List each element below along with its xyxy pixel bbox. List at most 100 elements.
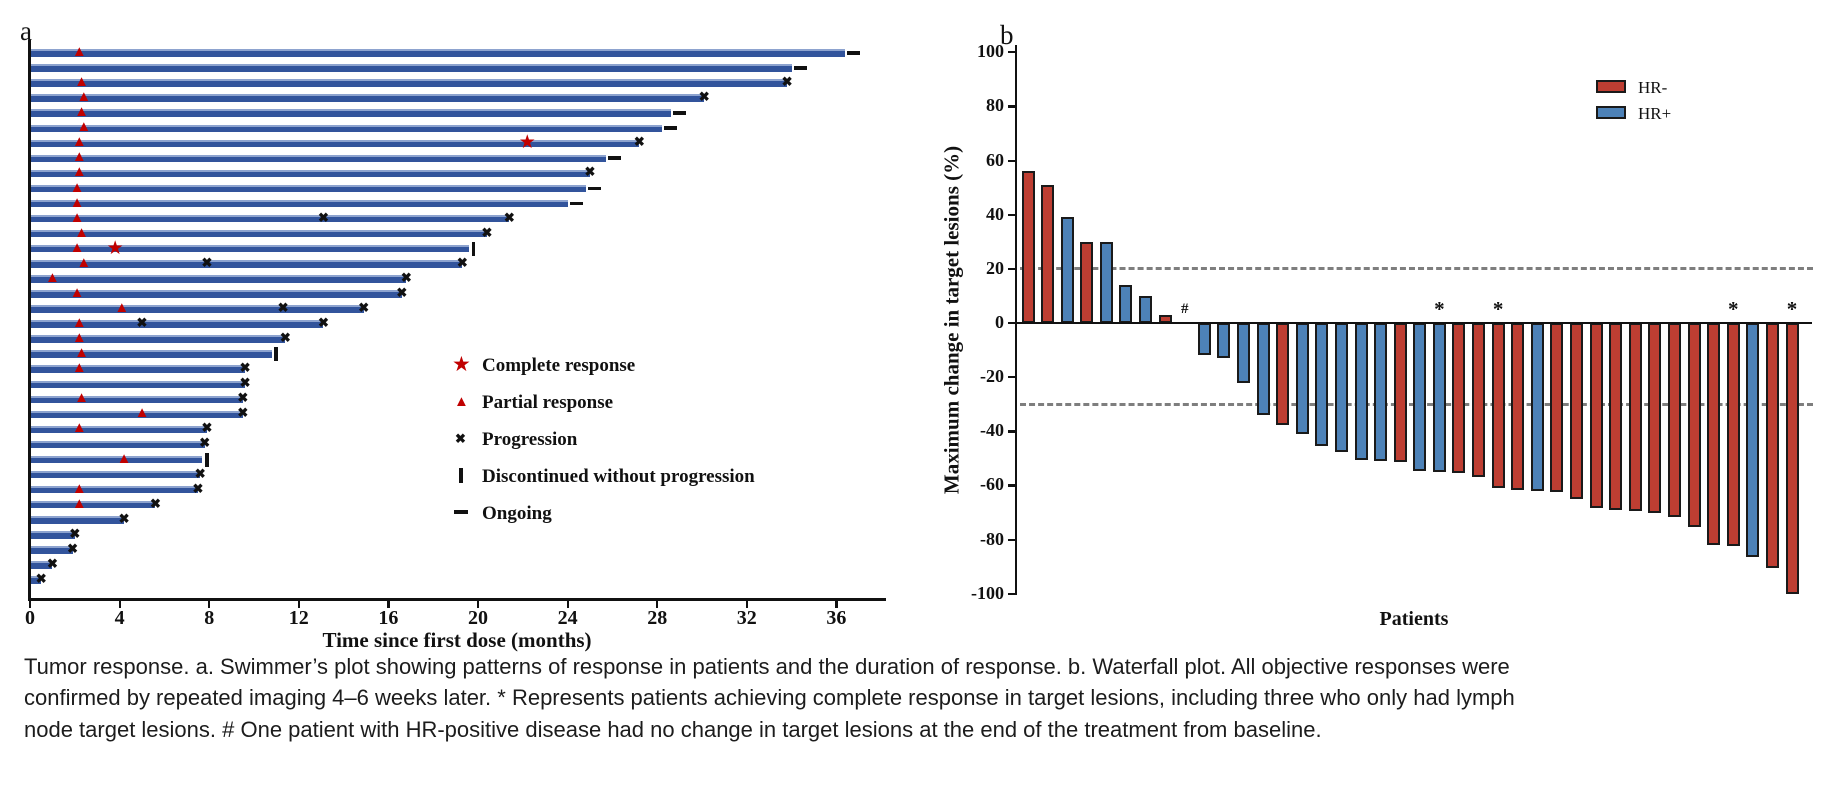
x-tick-mark [835,600,838,608]
progression-icon: ✖ [67,540,78,556]
complete-response-icon: ★ [452,352,471,376]
progression-icon: ✖ [46,555,58,571]
partial-response-icon: ▲ [76,119,92,136]
patient-duration-bar [30,410,243,419]
x-tick-label: 8 [204,607,215,629]
patient-change-bar [1452,323,1466,474]
y-tick-mark [1007,267,1015,271]
x-tick-mark [118,600,121,608]
patient-change-bar [1256,323,1270,416]
legend-swatch [1596,80,1626,93]
y-tick-mark [1007,538,1015,541]
swimmer-plot: ▲ ▲ ✖ ▲ ✖ ▲ ▲ ▲ ★ ✖ ▲ ▲ ✖ ▲ ▲ ▲ ✖ ✖ ▲ ✖ ▲ ★ ▲ ✖ ✖ ▲ ✖ ▲ ✖ ▲ ✖ ✖ ▲ ✖ ✖ ▲ ✖ ▲ ▲ ✖… [0,0,920,660]
legend-item-label: Discontinued without progression [482,466,755,487]
patient-change-bar [1746,323,1760,558]
partial-response-icon: ▲ [71,44,87,60]
patient-duration-bar [30,290,402,298]
progression-icon: ✖ [201,254,213,270]
patient-change-bar [1687,323,1701,528]
patient-duration-bar [30,365,246,373]
ongoing-icon [569,201,583,206]
partial-response-icon: ▲ [74,104,89,121]
y-tick-label: 20 [986,257,1004,278]
patient-change-bar [1217,323,1231,359]
y-tick-mark [1007,322,1015,325]
discontinued-icon [274,347,278,362]
patient-duration-bar [30,275,407,283]
ongoing-icon [793,66,807,70]
y-tick-label: 80 [986,95,1004,116]
patient-change-bar [1667,323,1681,517]
progression-icon: ✖ [781,74,793,90]
y-tick-mark [1007,159,1015,162]
complete-response-annotation: * [1492,297,1504,321]
x-tick-mark [477,600,480,608]
patient-change-bar [1648,323,1662,513]
patient-duration-bar [30,335,286,343]
legend-item-label: Partial response [482,392,614,413]
patient-duration-bar [30,440,205,449]
partial-response-icon: ▲ [76,254,92,271]
patient-change-bar [1550,323,1564,493]
y-tick-mark [1007,376,1015,379]
x-tick-mark [208,600,211,608]
patient-duration-bar [30,229,487,238]
patient-duration-bar [30,169,590,178]
patient-duration-bar [30,500,156,509]
partial-response-icon: ▲ [71,360,87,377]
y-tick-mark [1007,105,1015,108]
progression-icon: ✖ [192,480,204,496]
patient-change-bar [1236,323,1250,383]
reference-line [1020,267,1813,271]
y-tick-label: 60 [986,149,1004,170]
progression-icon: ✖ [237,405,249,421]
progression-icon: ✖ [239,375,251,391]
waterfall-y-axis-title: Maximum change in target lesions (%) [939,145,964,495]
complete-response-icon: ★ [518,132,536,154]
legend-swatch [1596,106,1626,119]
progression-icon: ✖ [69,525,81,541]
patient-change-bar [1334,323,1348,452]
progression-icon: ✖ [277,299,289,315]
partial-response-icon: ▲ [74,390,89,407]
panel-b-label: b [1000,20,1014,50]
patient-duration-bar [30,546,73,554]
progression-icon: ✖ [136,315,148,331]
patient-change-bar [1472,323,1486,478]
patient-duration-bar [30,576,42,584]
progression-icon: ✖ [503,209,515,225]
patient-duration-bar [30,214,510,223]
y-tick-label: 100 [977,41,1004,62]
x-tick-label: 28 [647,607,668,629]
x-tick-label: 36 [826,607,847,629]
legend-item: ✖ Progression [448,426,778,456]
y-tick-mark [1007,592,1015,595]
patient-duration-bar [30,425,207,434]
patient-duration-bar [30,455,203,464]
patient-change-bar [1393,323,1407,463]
x-tick-mark [29,600,32,608]
y-tick-label: -80 [980,528,1004,549]
partial-response-icon: ▲ [71,420,87,437]
patient-duration-bar [30,244,470,253]
complete-response-annotation: * [1786,297,1798,321]
partial-response-icon: ▲ [74,345,89,362]
x-tick-mark [566,600,569,608]
x-tick-label: 16 [378,607,399,629]
partial-response-icon: ▲ [69,179,85,196]
partial-response-icon: ▲ [116,450,132,467]
patient-change-bar [1511,323,1525,490]
ongoing-icon [454,510,468,514]
progression-icon: ✖ [400,269,412,285]
patient-duration-bar [30,485,198,494]
partial-response-icon: ▲ [71,330,87,347]
complete-response-icon: ★ [106,237,124,259]
progression-icon: ✖ [396,284,408,300]
patient-change-bar [1413,323,1427,471]
partial-response-icon: ▲ [454,394,469,410]
progression-icon: ✖ [194,465,206,481]
patient-change-bar [1080,241,1094,323]
patient-change-bar [1609,323,1623,510]
x-tick-label: 0 [25,607,35,629]
